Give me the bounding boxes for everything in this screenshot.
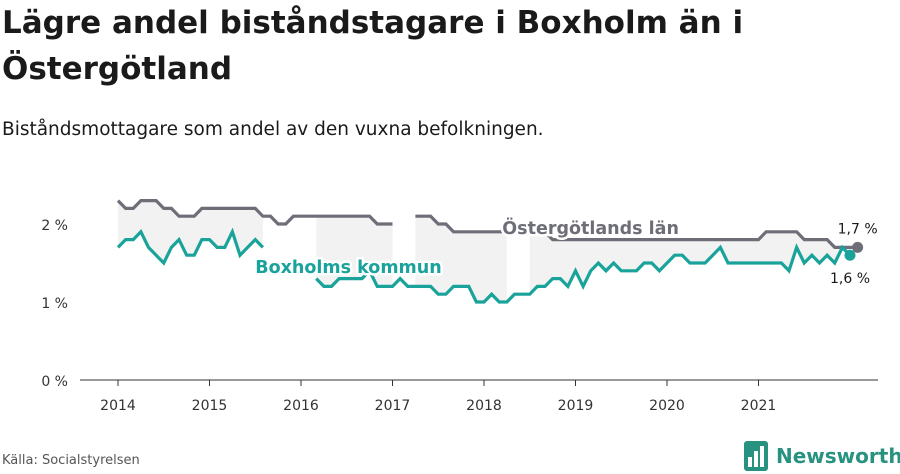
y-tick-labels: 0 % 1 % 2 % bbox=[41, 218, 68, 390]
end-point-municipality bbox=[844, 249, 856, 261]
series-layer: 1,7 % 1,6 % bbox=[116, 199, 878, 304]
x-tick-label: 2016 bbox=[283, 398, 319, 414]
x-tick-label: 2017 bbox=[375, 398, 411, 414]
annotation-layer: Östergötlands län Boxholms kommun bbox=[253, 214, 682, 280]
end-value-label-municipality: 1,6 % bbox=[830, 271, 870, 287]
y-tick-label: 0 % bbox=[41, 374, 68, 390]
x-tick-label: 2015 bbox=[192, 398, 228, 414]
difference-band bbox=[415, 216, 507, 302]
series-line-county bbox=[116, 199, 393, 226]
series-name-label-county: Östergötlands län bbox=[502, 217, 679, 239]
brand-logo: Newsworthy bbox=[744, 440, 900, 472]
series-line-county bbox=[529, 230, 858, 249]
x-tick-label: 2019 bbox=[558, 398, 594, 414]
source-note: Källa: Socialstyrelsen bbox=[2, 453, 140, 468]
series-line-municipality bbox=[315, 243, 852, 304]
newsworthy-logo-icon bbox=[744, 441, 768, 471]
y-tick-label: 1 % bbox=[41, 296, 68, 312]
brand-name: Newsworthy bbox=[776, 444, 900, 468]
difference-band bbox=[316, 216, 393, 287]
series-line-municipality bbox=[116, 227, 265, 266]
x-ticks: 2014 2015 2016 2017 2018 2019 2020 2021 bbox=[100, 380, 776, 414]
difference-band bbox=[118, 200, 263, 263]
y-tick-label: 2 % bbox=[41, 218, 68, 234]
x-tick-label: 2021 bbox=[741, 398, 777, 414]
series-name-label-municipality: Boxholms kommun bbox=[255, 258, 441, 278]
chart-subtitle: Biståndsmottagare som andel av den vuxna… bbox=[2, 119, 544, 140]
x-tick-label: 2020 bbox=[649, 398, 685, 414]
x-tick-label: 2014 bbox=[100, 398, 136, 414]
end-value-label-county: 1,7 % bbox=[838, 221, 878, 237]
series-line-county bbox=[415, 214, 507, 234]
x-tick-label: 2018 bbox=[466, 398, 502, 414]
band-layer bbox=[118, 200, 850, 302]
chart-title: Lägre andel biståndstagare i Boxholm än … bbox=[2, 5, 744, 87]
line-chart: 0 %1 %2 % 2014 2015 2016 2017 2018 2019 2020 20… bbox=[41, 199, 878, 414]
end-point-county bbox=[852, 241, 864, 253]
